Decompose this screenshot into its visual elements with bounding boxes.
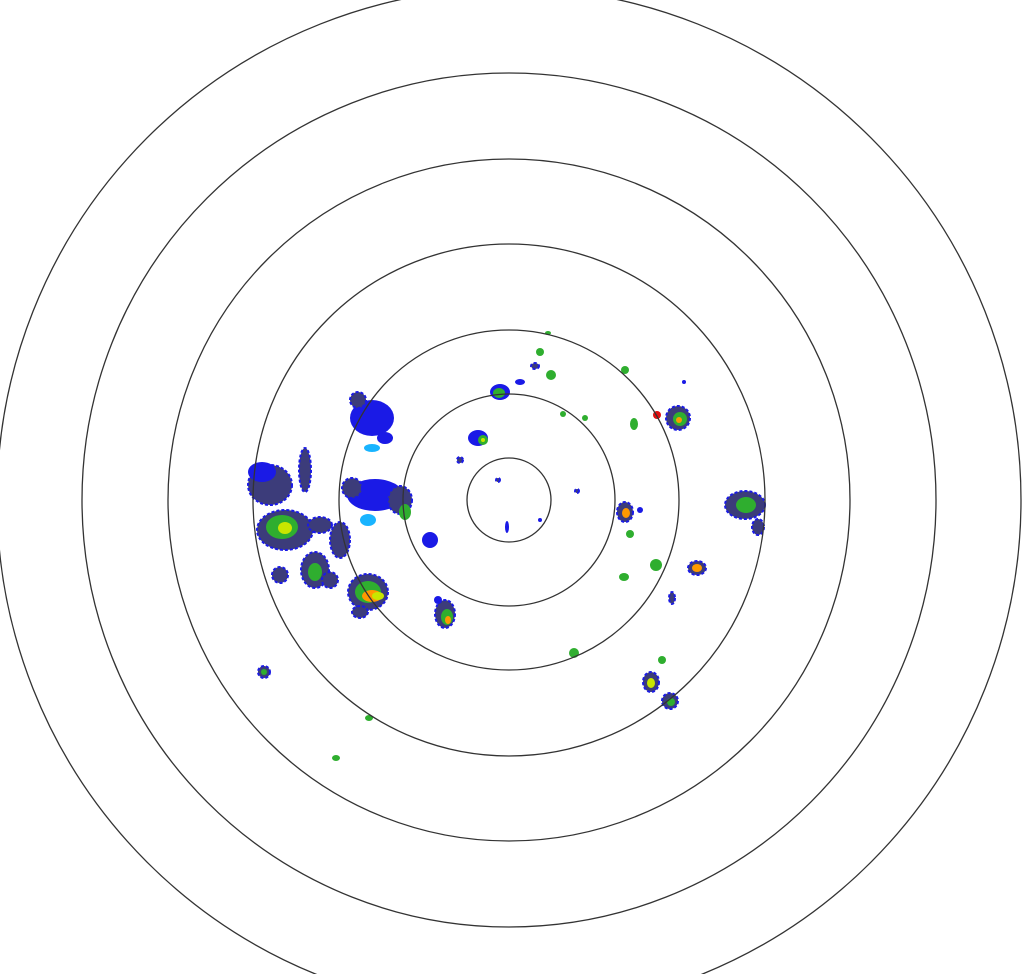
echo-cell-edge	[574, 488, 580, 494]
echo-cell-moderate	[399, 504, 411, 520]
echo-cell-light	[422, 532, 438, 548]
echo-cell-heavy	[676, 417, 682, 423]
echo-cell-light	[682, 380, 686, 384]
range-ring-6	[81, 72, 937, 928]
range-ring-1	[466, 457, 552, 543]
echo-cell-moderate	[308, 563, 322, 581]
echo-cell-light	[637, 507, 643, 513]
echo-cell-edge	[530, 362, 540, 370]
echo-cell-strong	[647, 678, 655, 688]
echo-cell-faint	[364, 444, 380, 452]
echo-cell-edge	[349, 391, 367, 409]
echo-cell-heavy	[692, 564, 702, 572]
echo-cell-edge	[307, 516, 333, 534]
echo-cell-moderate	[621, 366, 629, 374]
range-ring-4	[252, 243, 766, 757]
echo-cell-edge	[341, 477, 363, 499]
echo-cell-light	[248, 462, 276, 482]
echo-cell-heavy	[445, 616, 451, 624]
echo-cell-edge	[321, 571, 339, 589]
echo-cell-strong	[481, 438, 485, 442]
echo-cell-strong	[372, 592, 384, 600]
echo-cell-light	[538, 518, 542, 522]
range-ring-5	[167, 158, 851, 842]
echo-cell-edge	[271, 566, 289, 584]
echo-cell-light	[434, 596, 442, 604]
echo-cell-moderate	[658, 656, 666, 664]
echo-cell-edge	[751, 518, 765, 536]
echo-cell-moderate	[560, 411, 566, 417]
echo-cell-edge	[351, 605, 369, 619]
echo-cell-moderate	[650, 559, 662, 571]
echo-cell-moderate	[582, 415, 588, 421]
echo-cell-edge	[495, 477, 501, 483]
echo-cell-moderate	[261, 669, 267, 675]
echo-cell-moderate	[332, 755, 340, 761]
echo-cell-light	[515, 379, 525, 385]
echo-cell-moderate	[619, 573, 629, 581]
range-ring-3	[338, 329, 680, 671]
echo-cell-light	[377, 432, 393, 444]
echo-cell-moderate	[493, 388, 505, 398]
echo-cell-moderate	[630, 418, 638, 430]
echo-cell-moderate	[546, 370, 556, 380]
precipitation-echoes	[247, 331, 766, 761]
echo-cell-edge	[298, 447, 312, 493]
echo-cell-moderate	[736, 497, 756, 513]
echo-cell-moderate	[667, 698, 675, 706]
echo-cell-heavy	[622, 508, 630, 518]
echo-cell-edge	[668, 591, 676, 605]
range-ring-2	[402, 393, 616, 607]
echo-cell-moderate	[626, 530, 634, 538]
echo-cell-edge	[456, 456, 464, 464]
echo-cell-strong	[278, 522, 292, 534]
echo-cell-faint	[360, 514, 376, 526]
echo-cell-light	[350, 400, 394, 436]
echo-cell-moderate	[536, 348, 544, 356]
echo-cell-light	[505, 521, 509, 533]
echo-cell-moderate	[365, 715, 373, 721]
